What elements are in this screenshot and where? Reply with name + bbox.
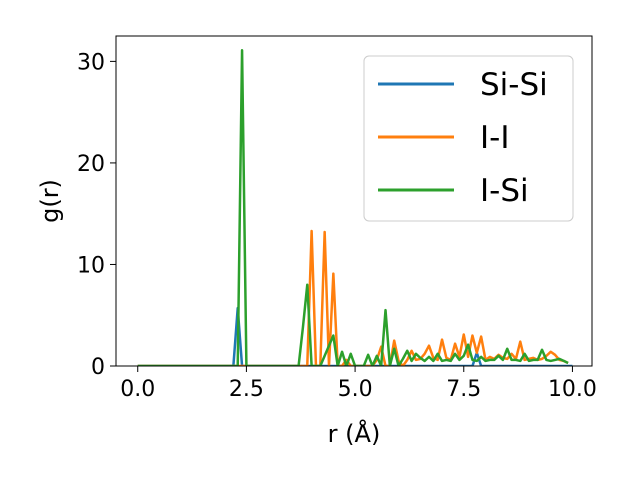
plot-area — [137, 48, 573, 366]
x-axis-label: r (Å) — [328, 419, 381, 448]
series-layer — [137, 48, 573, 366]
series-line-si-si — [137, 306, 573, 366]
legend-box — [363, 55, 574, 222]
x-tick-label: 10.0 — [548, 377, 597, 402]
legend-label: I-I — [480, 120, 509, 156]
legend-label: Si-Si — [480, 67, 548, 103]
y-axis-ticks: 0 10 20 30 — [77, 50, 116, 380]
series-line-i-si — [137, 48, 569, 366]
y-axis-label: g(r) — [36, 179, 64, 223]
y-tick-label: 10 — [77, 253, 105, 278]
x-tick-label: 5.0 — [338, 377, 373, 402]
x-axis-ticks: 0.0 2.5 5.0 7.5 10.0 — [120, 366, 597, 402]
y-tick-label: 0 — [91, 355, 105, 380]
legend-label: I-Si — [480, 173, 529, 209]
x-tick-label: 2.5 — [229, 377, 264, 402]
x-tick-label: 0.0 — [120, 377, 155, 402]
x-tick-label: 7.5 — [446, 377, 481, 402]
plot-frame — [115, 35, 593, 367]
legend: Si-Si I-I I-Si — [363, 55, 574, 222]
y-tick-label: 30 — [77, 50, 105, 75]
y-tick-label: 20 — [77, 152, 105, 177]
